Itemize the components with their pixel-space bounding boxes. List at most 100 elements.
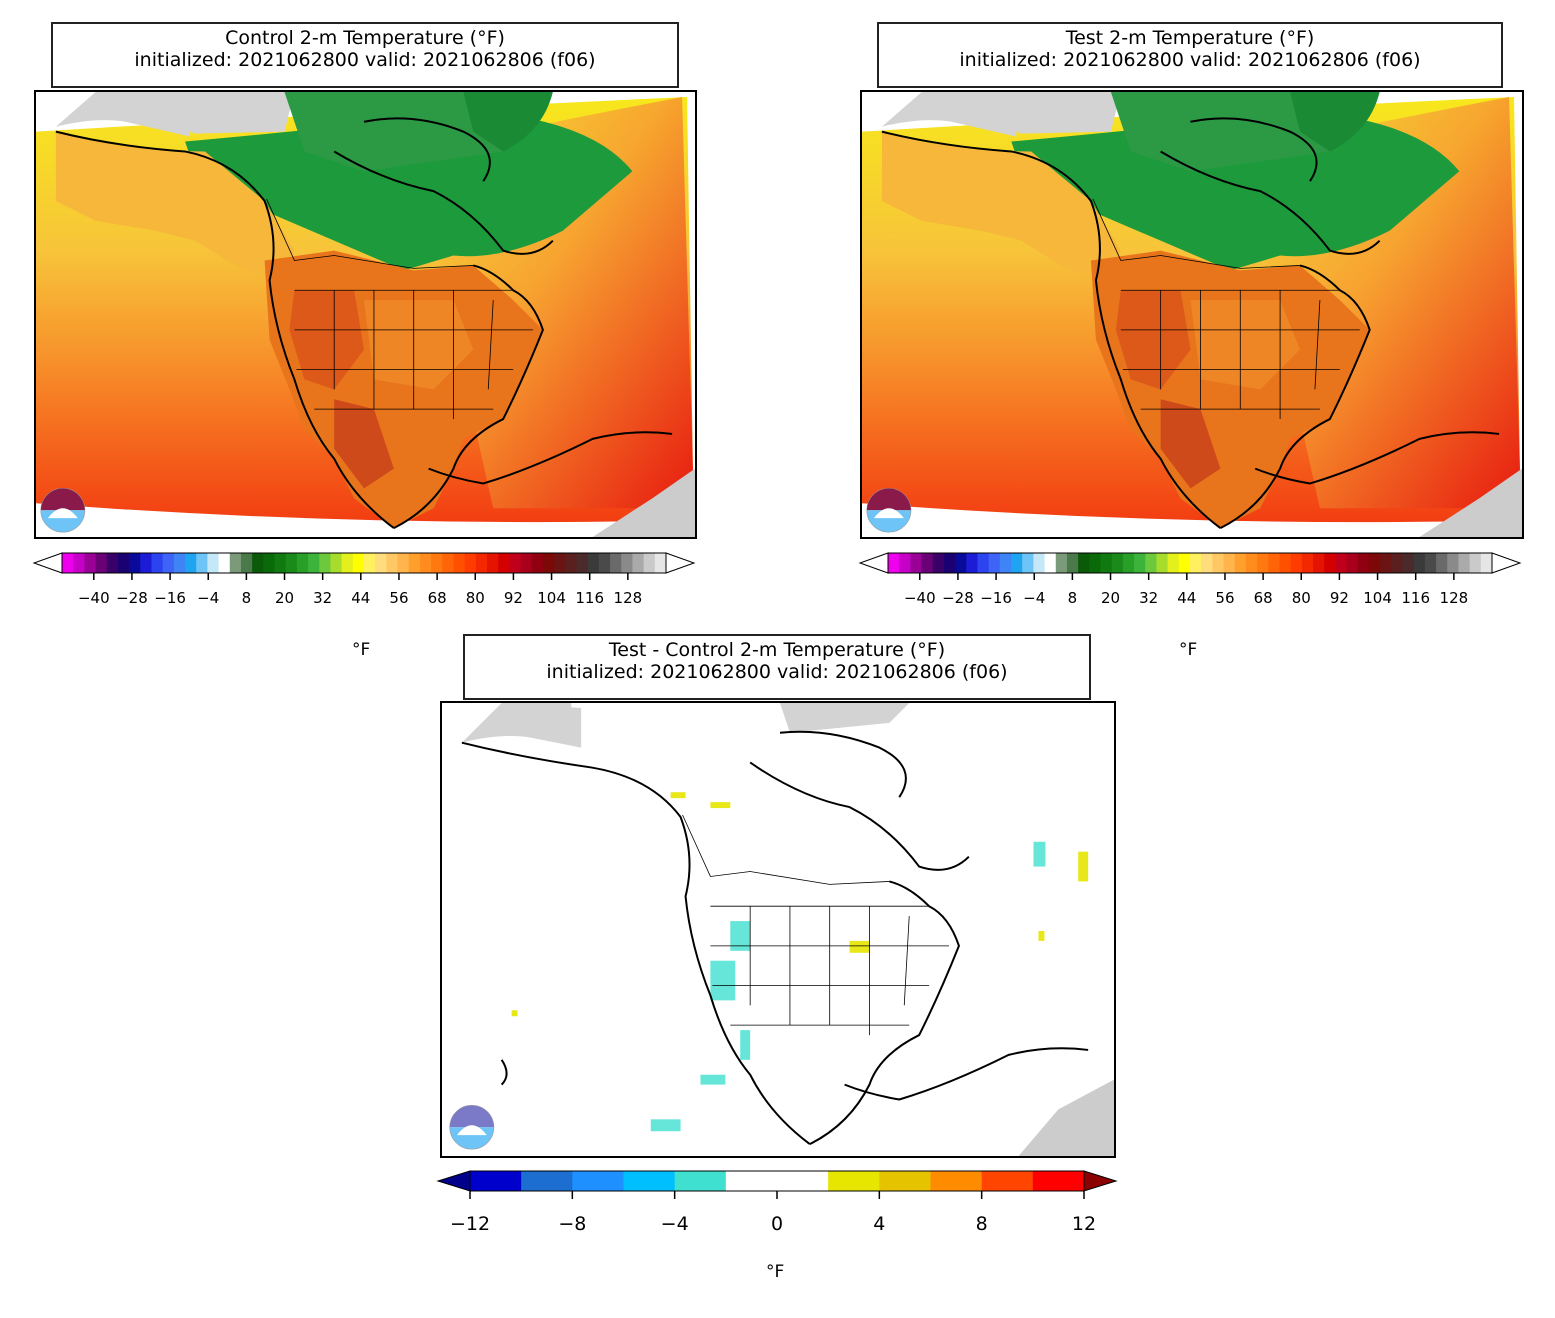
test-colorbar-tick-label: −40 bbox=[904, 589, 936, 607]
control-colorbar-swatch bbox=[140, 553, 152, 573]
test-colorbar-swatch bbox=[1357, 553, 1370, 573]
test-colorbar-tick-label: 32 bbox=[1139, 589, 1158, 607]
control-colorbar-swatch bbox=[621, 553, 633, 573]
control-colorbar-swatch bbox=[308, 553, 320, 573]
control-colorbar-unit: °F bbox=[352, 640, 371, 660]
test-colorbar-swatch bbox=[943, 553, 956, 573]
control-temperature-map bbox=[34, 90, 697, 539]
control-colorbar-swatch bbox=[274, 553, 287, 573]
control-colorbar-swatch bbox=[565, 553, 578, 573]
control-title-line1: Control 2-m Temperature (°F) bbox=[225, 27, 505, 49]
control-colorbar-swatch bbox=[576, 553, 589, 573]
control-colorbar-under-arrow bbox=[32, 552, 63, 574]
control-colorbar-swatch bbox=[252, 553, 264, 573]
control-colorbar-swatch bbox=[364, 553, 376, 573]
control-colorbar-swatch bbox=[598, 553, 611, 573]
test-map-canvas bbox=[862, 92, 1522, 537]
test-colorbar-outline bbox=[887, 552, 1493, 574]
control-colorbar-swatch bbox=[319, 553, 331, 573]
test-colorbar-tick-label: −28 bbox=[942, 589, 974, 607]
test-colorbar-over-arrow bbox=[1491, 552, 1522, 574]
diff-temperature-map bbox=[440, 701, 1116, 1158]
test-colorbar-swatch bbox=[977, 553, 990, 573]
control-colorbar-swatch bbox=[62, 553, 74, 573]
test-colorbar: −40 −28 −16 −4 8 20 32 44 56 68 80 92 104 116 128 bbox=[856, 550, 1526, 620]
control-colorbar-tick-label: −40 bbox=[78, 589, 110, 607]
test-colorbar-tick-label: 68 bbox=[1254, 589, 1273, 607]
control-colorbar-swatch bbox=[296, 553, 309, 573]
control-title-line2: initialized: 2021062800 valid: 202106280… bbox=[134, 49, 596, 71]
diff-colorbar-under-arrow bbox=[436, 1170, 471, 1192]
diff-colorbar-swatch bbox=[725, 1171, 778, 1191]
control-colorbar-swatch bbox=[487, 553, 499, 573]
test-temperature-map bbox=[860, 90, 1524, 539]
control-colorbar-swatch bbox=[341, 553, 354, 573]
control-colorbar-swatch bbox=[185, 553, 197, 573]
control-colorbar-tick-label: −28 bbox=[116, 589, 148, 607]
control-colorbar: −40 −28 −16 −4 8 20 32 44 56 68 80 92 104 116 128 bbox=[30, 550, 700, 620]
control-colorbar-swatch bbox=[520, 553, 533, 573]
diff-colorbar-swatch bbox=[981, 1171, 1034, 1191]
diff-colorbar: −12 −8 −4 0 4 8 12 bbox=[436, 1166, 1120, 1256]
test-colorbar-swatch bbox=[988, 553, 1001, 573]
test-colorbar-swatch bbox=[1167, 553, 1180, 573]
diff-title-line2: initialized: 2021062800 valid: 202106280… bbox=[546, 661, 1008, 683]
test-colorbar-swatch bbox=[1257, 553, 1269, 573]
control-colorbar-swatch bbox=[218, 553, 231, 573]
test-colorbar-swatch bbox=[1134, 553, 1146, 573]
control-colorbar-swatch bbox=[397, 553, 410, 573]
control-colorbar-swatch bbox=[229, 553, 242, 573]
test-colorbar-tick-label: 116 bbox=[1401, 589, 1430, 607]
control-colorbar-swatch bbox=[330, 553, 343, 573]
test-colorbar-unit: °F bbox=[1179, 640, 1198, 660]
control-colorbar-swatch bbox=[263, 553, 276, 573]
control-colorbar-swatch bbox=[73, 553, 85, 573]
test-colorbar-swatch bbox=[1145, 553, 1157, 573]
control-colorbar-swatch bbox=[453, 553, 466, 573]
control-colorbar-swatch bbox=[352, 553, 365, 573]
test-colorbar-swatch bbox=[1301, 553, 1314, 573]
diff-colorbar-swatch bbox=[777, 1171, 829, 1191]
diff-colorbar-swatch bbox=[674, 1171, 727, 1191]
diff-colorbar-swatch bbox=[572, 1171, 624, 1191]
control-colorbar-tick-label: 8 bbox=[242, 589, 252, 607]
control-colorbar-tick-label: −16 bbox=[154, 589, 186, 607]
diff-colorbar-over-arrow bbox=[1083, 1170, 1118, 1192]
control-colorbar-swatch bbox=[386, 553, 399, 573]
control-map-title: Control 2-m Temperature (°F) initialized… bbox=[51, 22, 679, 88]
control-colorbar-tick-label: 20 bbox=[275, 589, 294, 607]
test-colorbar-swatch bbox=[966, 553, 978, 573]
diff-colorbar-swatch bbox=[879, 1171, 931, 1191]
test-colorbar-swatch bbox=[1279, 553, 1292, 573]
test-colorbar-swatch bbox=[999, 553, 1012, 573]
test-colorbar-swatch bbox=[1324, 553, 1336, 573]
test-colorbar-swatch bbox=[1245, 553, 1258, 573]
control-colorbar-swatch bbox=[106, 553, 119, 573]
diff-colorbar-swatch bbox=[521, 1171, 573, 1191]
test-title-line1: Test 2-m Temperature (°F) bbox=[1065, 27, 1315, 49]
test-colorbar-tick-label: 56 bbox=[1215, 589, 1234, 607]
control-colorbar-swatch bbox=[554, 553, 566, 573]
test-colorbar-swatch bbox=[888, 553, 900, 573]
test-colorbar-tick-label: −4 bbox=[1023, 589, 1045, 607]
diff-map-title: Test - Control 2-m Temperature (°F) init… bbox=[463, 634, 1091, 700]
test-colorbar-swatch bbox=[1078, 553, 1090, 573]
test-colorbar-swatch bbox=[1201, 553, 1213, 573]
diff-title-line1: Test - Control 2-m Temperature (°F) bbox=[608, 639, 946, 661]
test-colorbar-swatch bbox=[1055, 553, 1068, 573]
control-colorbar-tick-label: −4 bbox=[197, 589, 219, 607]
control-colorbar-swatch bbox=[442, 553, 454, 573]
control-colorbar-tick-label: 68 bbox=[428, 589, 447, 607]
control-colorbar-swatch bbox=[129, 553, 141, 573]
diff-colorbar-tick-label: −4 bbox=[661, 1213, 689, 1235]
test-colorbar-swatch bbox=[1380, 553, 1392, 573]
test-colorbar-swatch bbox=[1268, 553, 1280, 573]
test-colorbar-swatch bbox=[1469, 553, 1482, 573]
diff-colorbar-swatch bbox=[828, 1171, 880, 1191]
diff-colorbar-swatch bbox=[930, 1171, 983, 1191]
test-colorbar-swatch bbox=[932, 553, 945, 573]
control-colorbar-swatch bbox=[408, 553, 421, 573]
control-colorbar-swatch bbox=[498, 553, 510, 573]
test-colorbar-swatch bbox=[1436, 553, 1448, 573]
test-colorbar-swatch bbox=[955, 553, 967, 573]
